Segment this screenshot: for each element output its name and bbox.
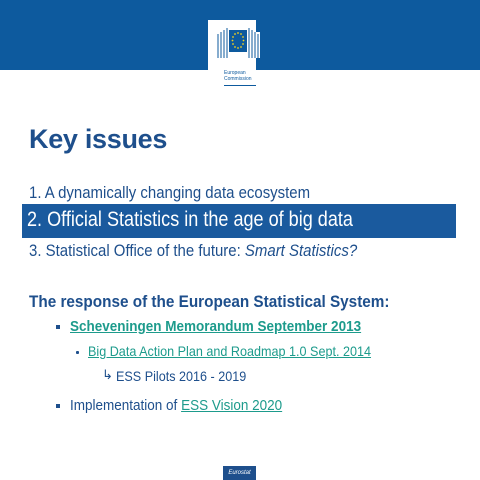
scheveningen-link[interactable]: Scheveningen Memorandum September 2013 bbox=[70, 318, 362, 335]
square-bullet-icon bbox=[56, 325, 60, 329]
european-commission-logo bbox=[208, 20, 260, 88]
list-item-3: 3. Statistical Office of the future: Sma… bbox=[29, 241, 357, 261]
dot-bullet-icon bbox=[76, 351, 79, 354]
list-item-3-italic: Smart Statistics? bbox=[244, 241, 358, 260]
ess-vision-link[interactable]: ESS Vision 2020 bbox=[181, 397, 283, 414]
big-data-action-plan-link[interactable]: Big Data Action Plan and Roadmap 1.0 Sep… bbox=[88, 343, 372, 359]
list-item-3-text: 3. Statistical Office of the future: bbox=[29, 241, 245, 260]
list-item-1: 1. A dynamically changing data ecosystem bbox=[29, 183, 311, 202]
square-bullet-icon bbox=[56, 404, 60, 408]
logo-line-commission: Commission bbox=[224, 76, 252, 82]
page-title: Key issues bbox=[29, 124, 168, 154]
logo-line-european: European bbox=[224, 70, 246, 76]
logo-text: European Commission bbox=[224, 70, 284, 82]
list-item-2-highlighted: 2. Official Statistics in the age of big… bbox=[27, 208, 353, 231]
implementation-text: Implementation of bbox=[70, 397, 182, 414]
response-heading: The response of the European Statistical… bbox=[29, 292, 390, 311]
logo-underline bbox=[224, 85, 256, 86]
highlight-bar bbox=[22, 204, 456, 238]
eurostat-badge: Eurostat bbox=[223, 466, 256, 480]
commission-building-icon bbox=[216, 28, 260, 58]
ess-pilots-text: ESS Pilots 2016 - 2019 bbox=[116, 368, 247, 384]
implementation-item: Implementation of ESS Vision 2020 bbox=[70, 397, 282, 414]
arrow-bullet-icon: ↳ bbox=[102, 368, 113, 383]
